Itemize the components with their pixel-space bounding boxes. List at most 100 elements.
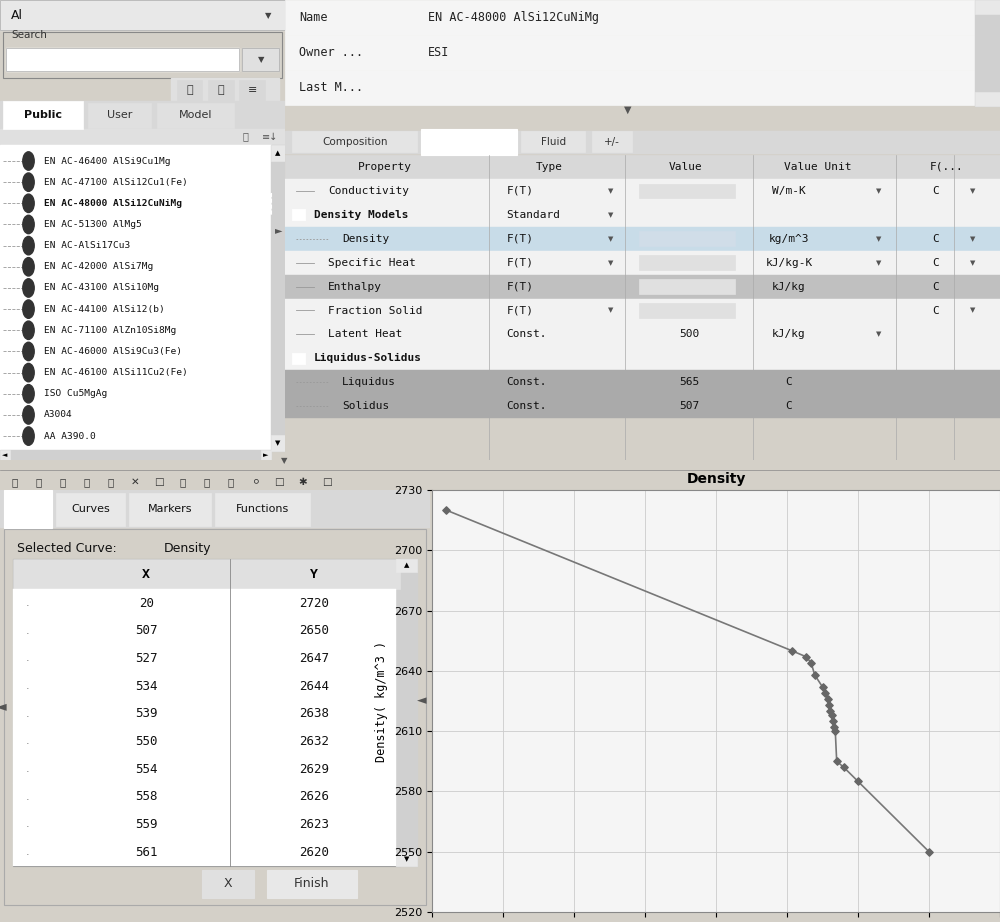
Text: Conductivity: Conductivity bbox=[328, 186, 409, 195]
Text: Finish: Finish bbox=[294, 878, 330, 891]
Text: Liquidus: Liquidus bbox=[342, 377, 396, 387]
Text: Const.: Const. bbox=[507, 401, 547, 411]
Text: ≡: ≡ bbox=[248, 85, 257, 95]
Text: F(...: F(... bbox=[930, 162, 963, 172]
Text: 2629: 2629 bbox=[299, 762, 329, 775]
Text: ▼: ▼ bbox=[608, 308, 613, 313]
Text: .: . bbox=[26, 847, 29, 857]
Text: 🔒: 🔒 bbox=[242, 132, 248, 142]
Circle shape bbox=[23, 278, 34, 297]
Text: Const.: Const. bbox=[507, 329, 547, 339]
Point bbox=[826, 720, 842, 735]
Text: ◄: ◄ bbox=[2, 452, 8, 458]
Text: Composition: Composition bbox=[322, 137, 387, 148]
Text: 2647: 2647 bbox=[299, 652, 329, 665]
Bar bbox=[285, 347, 1000, 371]
Text: .: . bbox=[26, 792, 29, 802]
Text: ▲: ▲ bbox=[985, 5, 989, 9]
Text: Value Unit: Value Unit bbox=[784, 162, 851, 172]
Text: C: C bbox=[786, 377, 792, 387]
Text: 561: 561 bbox=[135, 845, 157, 858]
Text: A3004: A3004 bbox=[44, 410, 73, 420]
Text: 550: 550 bbox=[135, 735, 157, 748]
Text: ▼: ▼ bbox=[608, 212, 613, 218]
Text: Al: Al bbox=[11, 8, 23, 22]
Text: 2632: 2632 bbox=[299, 735, 329, 748]
Text: C: C bbox=[932, 234, 939, 243]
Text: ▼: ▼ bbox=[985, 97, 989, 101]
Point bbox=[825, 714, 841, 728]
Text: F(T): F(T) bbox=[507, 234, 534, 243]
Text: ►: ► bbox=[275, 225, 282, 235]
Bar bbox=[6, 48, 239, 71]
Text: C: C bbox=[786, 401, 792, 411]
Point bbox=[807, 668, 823, 682]
Text: C: C bbox=[932, 186, 939, 195]
Bar bbox=[292, 353, 305, 364]
Text: EN AC-44100 AlSi12(b): EN AC-44100 AlSi12(b) bbox=[44, 304, 165, 313]
Bar bbox=[13, 559, 400, 589]
Bar bbox=[0, 450, 271, 460]
Text: ▼: ▼ bbox=[608, 260, 613, 266]
Y-axis label: Density( kg/m^3 ): Density( kg/m^3 ) bbox=[375, 641, 388, 762]
Text: ▼: ▼ bbox=[876, 188, 881, 194]
Text: ◄: ◄ bbox=[0, 699, 6, 713]
Text: kJ/kg: kJ/kg bbox=[772, 329, 806, 339]
Point bbox=[798, 649, 814, 664]
Text: EN AC-46000 AlSi9Cu3(Fe): EN AC-46000 AlSi9Cu3(Fe) bbox=[44, 347, 182, 356]
Text: 558: 558 bbox=[135, 790, 157, 803]
Text: ▼: ▼ bbox=[281, 456, 287, 465]
Bar bbox=[0, 193, 271, 214]
Text: 2650: 2650 bbox=[299, 624, 329, 637]
Bar bbox=[639, 231, 735, 246]
Text: .: . bbox=[26, 626, 29, 636]
Circle shape bbox=[23, 342, 34, 361]
Text: W/m-K: W/m-K bbox=[772, 186, 806, 195]
Bar bbox=[242, 48, 279, 71]
Bar bbox=[592, 131, 632, 152]
Text: 507: 507 bbox=[135, 624, 157, 637]
Bar bbox=[13, 672, 396, 700]
Text: .: . bbox=[26, 737, 29, 747]
Text: Edit: Edit bbox=[17, 504, 39, 514]
Text: 565: 565 bbox=[679, 377, 699, 387]
Text: ≈: ≈ bbox=[683, 234, 691, 243]
Text: 2626: 2626 bbox=[299, 790, 329, 803]
Bar bbox=[285, 179, 1000, 203]
Text: 539: 539 bbox=[135, 707, 157, 720]
Bar bbox=[285, 323, 1000, 347]
Bar bbox=[285, 70, 975, 105]
Text: 2644: 2644 bbox=[299, 680, 329, 692]
Point bbox=[821, 698, 837, 713]
Bar bbox=[13, 783, 396, 810]
Text: kJ/kg-K: kJ/kg-K bbox=[765, 257, 813, 267]
Circle shape bbox=[23, 406, 34, 424]
Text: ▲: ▲ bbox=[275, 149, 281, 156]
Bar bbox=[639, 303, 735, 318]
Text: User: User bbox=[107, 110, 132, 120]
Text: ▼: ▼ bbox=[970, 236, 976, 242]
Bar bbox=[6, 48, 239, 71]
Text: EN AC-48000 AlSi12CuNiMg: EN AC-48000 AlSi12CuNiMg bbox=[428, 11, 599, 24]
Text: C: C bbox=[932, 257, 939, 267]
Bar bbox=[285, 203, 1000, 227]
Bar bbox=[0, 129, 285, 145]
Bar bbox=[285, 131, 1000, 153]
Text: ▼: ▼ bbox=[970, 308, 976, 313]
Text: F(T): F(T) bbox=[507, 305, 534, 315]
Bar bbox=[88, 102, 151, 128]
Circle shape bbox=[23, 300, 34, 318]
Text: Density Models: Density Models bbox=[314, 210, 408, 219]
Text: □: □ bbox=[274, 477, 284, 487]
Text: ◄: ◄ bbox=[417, 694, 427, 707]
Text: ≈: ≈ bbox=[683, 281, 691, 291]
Text: ⎕: ⎕ bbox=[186, 85, 193, 95]
Title: Density: Density bbox=[686, 472, 746, 486]
Bar bbox=[13, 838, 396, 866]
Text: .: . bbox=[26, 598, 29, 609]
Point bbox=[784, 644, 800, 658]
Text: ▼: ▼ bbox=[970, 188, 976, 194]
Text: 554: 554 bbox=[135, 762, 157, 775]
Bar bbox=[13, 700, 396, 727]
Bar bbox=[0, 0, 285, 30]
